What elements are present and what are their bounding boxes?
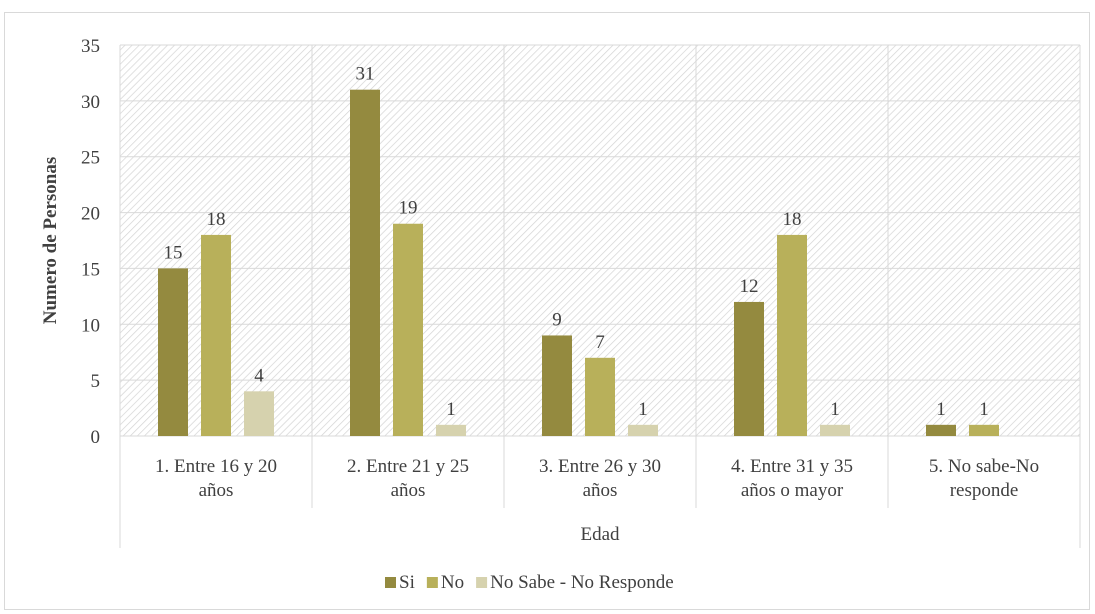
data-label: 4 <box>254 365 264 386</box>
bar <box>969 424 999 436</box>
data-label: 1 <box>936 399 946 420</box>
x-category-label: 2. Entre 21 y 25 <box>347 456 469 477</box>
data-label: 18 <box>207 209 226 230</box>
y-axis-ticks: 0 5 10 15 20 25 30 35 <box>81 36 100 448</box>
data-label: 9 <box>552 309 562 330</box>
bar <box>585 357 615 436</box>
bar <box>393 223 423 436</box>
x-category-label: años o mayor <box>741 480 844 501</box>
data-label: 1 <box>979 399 989 420</box>
data-label: 18 <box>783 209 802 230</box>
bar <box>926 424 956 436</box>
x-category-label: años <box>199 480 234 501</box>
bar <box>542 335 572 436</box>
y-tick-label: 0 <box>91 427 101 448</box>
x-category-label: 4. Entre 31 y 35 <box>731 456 853 477</box>
bar <box>350 89 380 436</box>
legend-swatch <box>476 577 488 588</box>
x-category-label: responde <box>950 480 1019 501</box>
x-axis-categories: 1. Entre 16 y 20 años 2. Entre 21 y 25 años… <box>155 456 1039 501</box>
bar <box>201 234 231 436</box>
y-tick-label: 15 <box>81 259 100 280</box>
data-label: 1 <box>446 399 456 420</box>
bar <box>820 424 850 436</box>
data-label: 31 <box>356 64 375 85</box>
y-tick-label: 20 <box>81 204 100 225</box>
x-category-label: 3. Entre 26 y 30 <box>539 456 661 477</box>
legend-swatch <box>426 577 438 588</box>
bar <box>628 424 658 436</box>
bar <box>734 301 764 436</box>
bar <box>244 391 274 436</box>
y-axis-title: Numero de Personas <box>40 157 61 324</box>
y-tick-label: 25 <box>81 148 100 169</box>
data-label: 19 <box>399 198 418 219</box>
data-label: 1 <box>638 399 648 420</box>
bar <box>158 268 188 436</box>
legend-label: No Sabe - No Responde <box>490 572 674 593</box>
legend-label: Si <box>399 572 415 593</box>
legend-swatch <box>385 577 396 588</box>
y-tick-label: 5 <box>91 371 101 392</box>
bars <box>158 89 999 436</box>
data-label: 7 <box>595 332 605 353</box>
data-label: 15 <box>164 242 183 263</box>
data-label: 1 <box>830 399 840 420</box>
x-category-label: años <box>583 480 618 501</box>
x-category-label: 5. No sabe-No <box>929 456 1039 477</box>
y-tick-label: 35 <box>81 36 100 57</box>
y-tick-label: 10 <box>81 315 100 336</box>
x-category-label: 1. Entre 16 y 20 <box>155 456 277 477</box>
x-category-label: años <box>391 480 426 501</box>
data-label: 12 <box>740 276 759 297</box>
legend: Si No No Sabe - No Responde <box>385 572 674 593</box>
bar <box>436 424 466 436</box>
data-labels: 15 31 9 12 1 18 19 7 18 1 4 1 1 1 <box>164 64 989 420</box>
legend-label: No <box>441 572 464 593</box>
bar <box>777 234 807 436</box>
y-tick-label: 30 <box>81 92 100 113</box>
x-axis-title: Edad <box>580 524 620 545</box>
